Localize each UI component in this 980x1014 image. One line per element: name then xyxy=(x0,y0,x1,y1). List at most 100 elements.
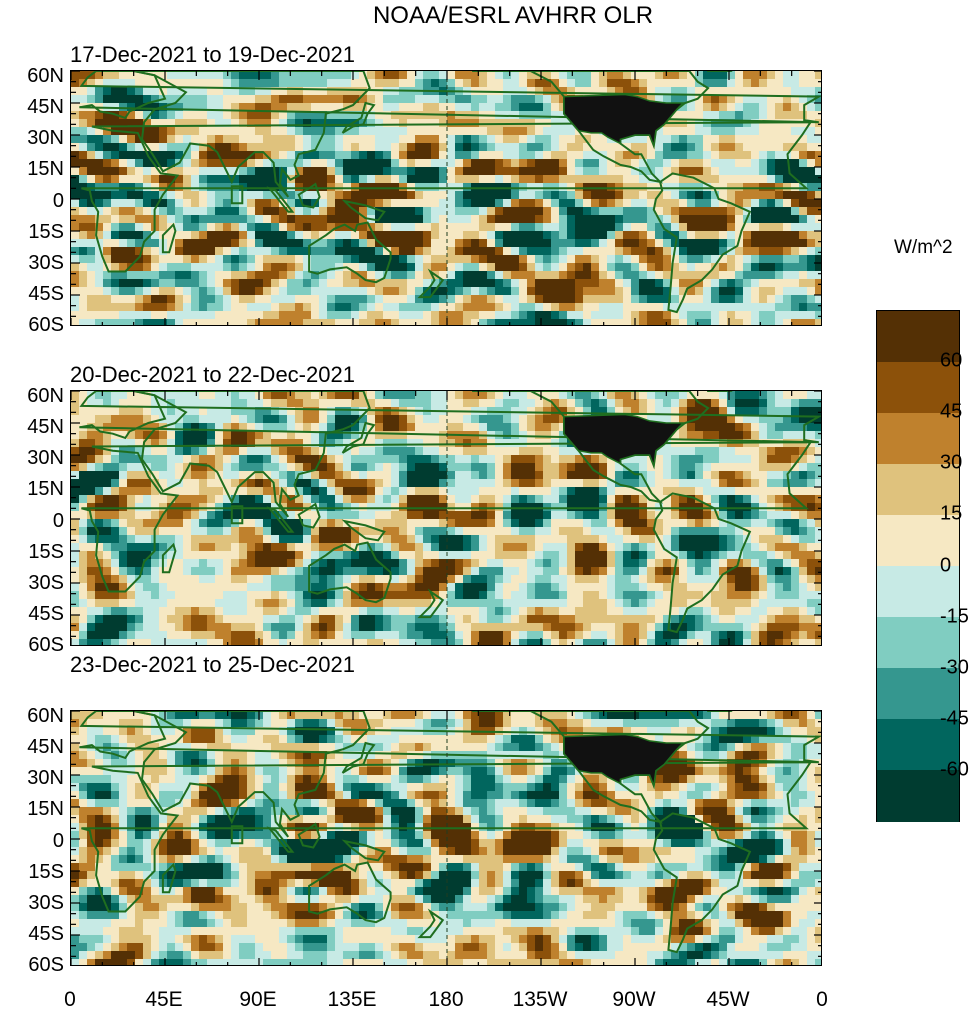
field-cell xyxy=(399,239,408,248)
field-cell xyxy=(143,407,152,416)
field-cell xyxy=(255,151,264,160)
field-cell xyxy=(407,263,416,272)
field-cell xyxy=(583,191,592,200)
field-cell xyxy=(711,287,720,296)
field-cell xyxy=(167,471,176,480)
field-cell xyxy=(551,319,560,325)
field-cell xyxy=(727,295,736,304)
field-cell xyxy=(223,439,232,448)
field-cell xyxy=(727,127,736,136)
field-cell xyxy=(775,463,784,472)
field-cell xyxy=(415,215,424,224)
field-cell xyxy=(767,399,776,408)
field-cell xyxy=(799,215,808,224)
field-cell xyxy=(183,495,192,504)
field-cell xyxy=(599,263,608,272)
field-cell xyxy=(727,279,736,288)
field-cell xyxy=(391,159,400,168)
field-cell xyxy=(375,311,384,320)
field-cell xyxy=(535,447,544,456)
field-cell xyxy=(679,255,688,264)
field-cell xyxy=(735,223,744,232)
field-cell xyxy=(719,447,728,456)
coastline-samerica xyxy=(652,172,752,314)
field-cell xyxy=(79,319,88,325)
field-cell xyxy=(695,95,704,104)
field-cell xyxy=(351,79,360,88)
field-cell xyxy=(311,79,320,88)
field-cell xyxy=(343,239,352,248)
field-cell xyxy=(543,271,552,280)
field-cell xyxy=(503,167,512,176)
field-cell xyxy=(719,535,728,544)
field-cell xyxy=(271,319,280,325)
field-cell xyxy=(367,279,376,288)
field-cell xyxy=(727,247,736,256)
field-cell xyxy=(111,503,120,512)
field-cell xyxy=(119,519,128,528)
field-cell xyxy=(215,503,224,512)
field-cell xyxy=(143,215,152,224)
field-cell xyxy=(423,439,432,448)
field-cell xyxy=(719,487,728,496)
field-cell xyxy=(455,191,464,200)
field-cell xyxy=(447,447,456,456)
field-cell xyxy=(559,279,568,288)
field-cell xyxy=(311,71,320,80)
field-cell xyxy=(431,151,440,160)
field-cell xyxy=(423,479,432,488)
field-cell xyxy=(327,471,336,480)
field-cell xyxy=(335,271,344,280)
field-cell xyxy=(759,239,768,248)
field-cell xyxy=(727,87,736,96)
field-cell xyxy=(271,279,280,288)
field-cell xyxy=(319,271,328,280)
field-cell xyxy=(687,455,696,464)
field-cell xyxy=(295,447,304,456)
field-cell xyxy=(623,511,632,520)
field-cell xyxy=(511,455,520,464)
field-cell xyxy=(503,535,512,544)
field-cell xyxy=(663,263,672,272)
field-cell xyxy=(711,391,720,400)
field-cell xyxy=(807,207,816,216)
field-cell xyxy=(375,423,384,432)
field-cell xyxy=(527,535,536,544)
field-cell xyxy=(455,135,464,144)
field-cell xyxy=(719,503,728,512)
field-cell xyxy=(343,479,352,488)
field-cell xyxy=(383,455,392,464)
field-cell xyxy=(695,159,704,168)
field-cell xyxy=(111,319,120,325)
field-cell xyxy=(351,511,360,520)
field-cell xyxy=(679,423,688,432)
field-cell xyxy=(423,527,432,536)
field-cell xyxy=(503,415,512,424)
field-cell xyxy=(479,535,488,544)
field-cell xyxy=(727,407,736,416)
field-cell xyxy=(111,399,120,408)
field-cell xyxy=(375,103,384,112)
field-cell xyxy=(111,439,120,448)
field-cell xyxy=(159,199,168,208)
field-cell xyxy=(223,119,232,128)
field-cell xyxy=(271,503,280,512)
field-cell xyxy=(783,407,792,416)
field-cell xyxy=(471,167,480,176)
field-cell xyxy=(735,239,744,248)
field-cell xyxy=(287,263,296,272)
field-cell xyxy=(207,503,216,512)
field-cell xyxy=(575,311,584,320)
field-cell xyxy=(479,255,488,264)
field-cell xyxy=(791,287,800,296)
field-cell xyxy=(423,71,432,80)
field-cell xyxy=(535,143,544,152)
field-cell xyxy=(135,87,144,96)
field-cell xyxy=(423,215,432,224)
field-cell xyxy=(519,79,528,88)
field-cell xyxy=(215,95,224,104)
field-cell xyxy=(143,447,152,456)
field-cell xyxy=(423,399,432,408)
field-cell xyxy=(71,271,80,280)
field-cell xyxy=(671,287,680,296)
